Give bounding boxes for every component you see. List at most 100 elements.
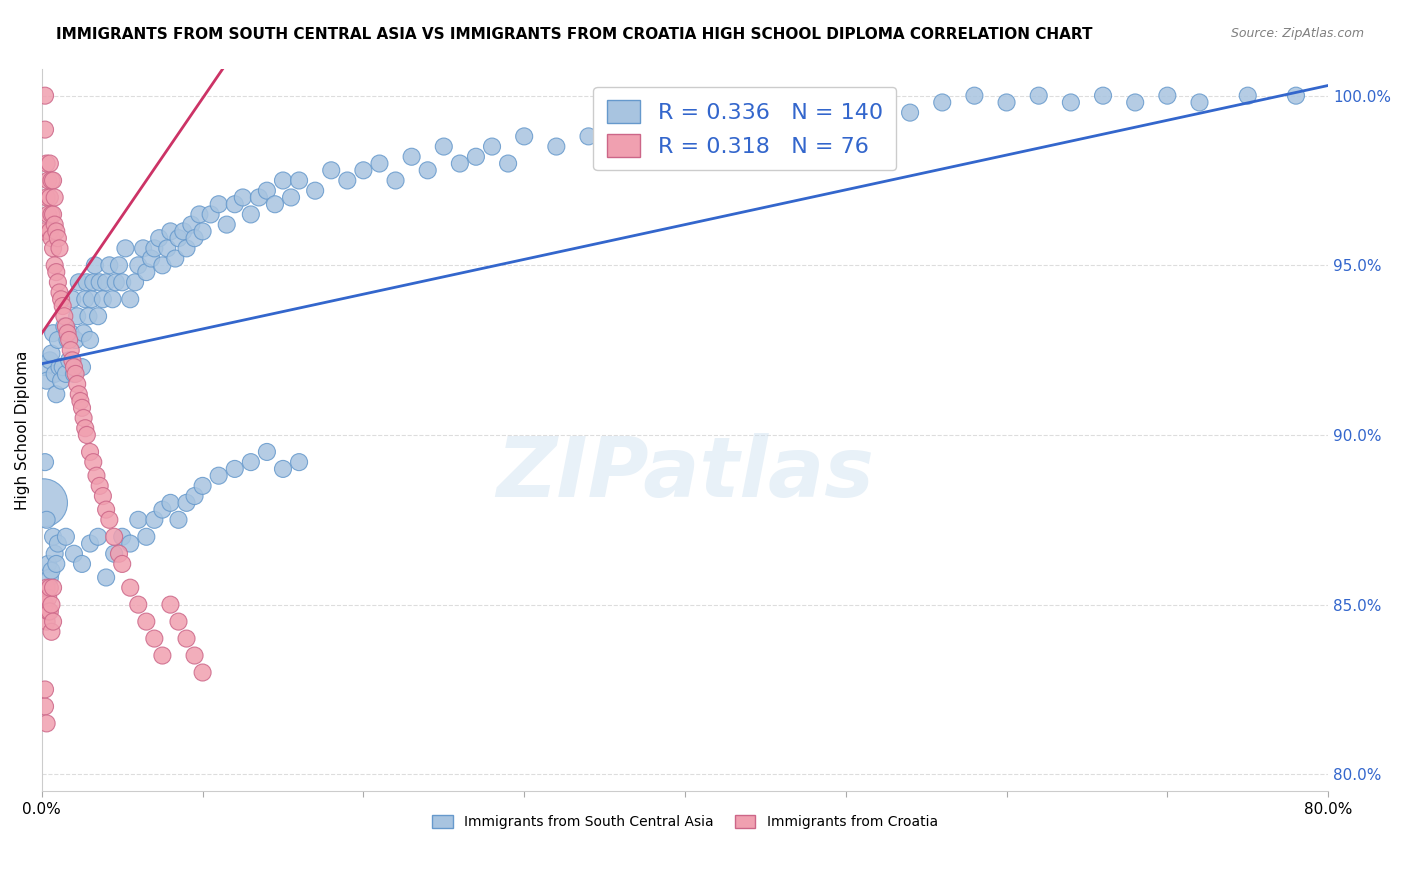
Point — [176, 241, 198, 255]
Point — [156, 241, 179, 255]
Point — [159, 224, 181, 238]
Point — [41, 173, 63, 187]
Point — [114, 241, 136, 255]
Point — [139, 252, 162, 266]
Point — [87, 310, 110, 324]
Point — [86, 468, 108, 483]
Point — [34, 455, 56, 469]
Point — [48, 285, 70, 300]
Point — [738, 116, 761, 130]
Point — [63, 547, 86, 561]
Point — [931, 95, 953, 110]
Point — [641, 129, 664, 144]
Point — [77, 310, 100, 324]
Point — [247, 190, 270, 204]
Point — [108, 547, 131, 561]
Point — [32, 224, 55, 238]
Point — [803, 116, 825, 130]
Point — [481, 139, 503, 153]
Point — [135, 530, 157, 544]
Point — [44, 547, 66, 561]
Point — [180, 218, 202, 232]
Point — [48, 360, 70, 375]
Point — [167, 513, 190, 527]
Point — [609, 122, 631, 136]
Point — [1285, 88, 1308, 103]
Point — [80, 292, 103, 306]
Point — [352, 163, 374, 178]
Point — [38, 581, 60, 595]
Point — [124, 275, 146, 289]
Point — [59, 326, 82, 341]
Point — [34, 360, 56, 375]
Point — [176, 496, 198, 510]
Point — [35, 615, 58, 629]
Point — [271, 173, 294, 187]
Point — [42, 241, 65, 255]
Point — [42, 530, 65, 544]
Point — [208, 197, 231, 211]
Point — [46, 275, 69, 289]
Point — [37, 591, 59, 605]
Point — [44, 190, 66, 204]
Point — [56, 326, 79, 341]
Point — [148, 231, 170, 245]
Point — [449, 156, 471, 170]
Point — [1060, 95, 1083, 110]
Point — [75, 292, 97, 306]
Point — [143, 632, 166, 646]
Point — [111, 557, 134, 571]
Point — [152, 502, 174, 516]
Point — [280, 190, 302, 204]
Point — [35, 581, 58, 595]
Point — [34, 682, 56, 697]
Point — [42, 207, 65, 221]
Point — [384, 173, 406, 187]
Point — [58, 353, 80, 368]
Point — [38, 190, 60, 204]
Point — [98, 258, 121, 272]
Point — [127, 598, 149, 612]
Point — [103, 547, 125, 561]
Point — [127, 258, 149, 272]
Point — [271, 462, 294, 476]
Legend: Immigrants from South Central Asia, Immigrants from Croatia: Immigrants from South Central Asia, Immi… — [426, 810, 943, 835]
Point — [38, 156, 60, 170]
Point — [183, 489, 205, 503]
Point — [49, 292, 72, 306]
Point — [35, 156, 58, 170]
Point — [48, 241, 70, 255]
Point — [108, 258, 131, 272]
Point — [94, 502, 117, 516]
Point — [183, 231, 205, 245]
Point — [69, 394, 91, 409]
Point — [770, 105, 793, 120]
Point — [135, 615, 157, 629]
Point — [65, 367, 87, 381]
Point — [42, 615, 65, 629]
Point — [172, 224, 194, 238]
Point — [38, 224, 60, 238]
Point — [37, 173, 59, 187]
Point — [132, 241, 155, 255]
Point — [79, 333, 101, 347]
Point — [32, 496, 55, 510]
Point — [35, 513, 58, 527]
Point — [963, 88, 986, 103]
Point — [120, 292, 142, 306]
Point — [91, 489, 114, 503]
Point — [67, 275, 90, 289]
Point — [120, 536, 142, 550]
Point — [63, 360, 86, 375]
Point — [94, 570, 117, 584]
Point — [38, 570, 60, 584]
Point — [183, 648, 205, 663]
Point — [45, 224, 67, 238]
Point — [34, 88, 56, 103]
Point — [111, 530, 134, 544]
Point — [111, 275, 134, 289]
Text: ZIPatlas: ZIPatlas — [496, 433, 875, 514]
Point — [135, 265, 157, 279]
Point — [82, 455, 104, 469]
Point — [53, 310, 76, 324]
